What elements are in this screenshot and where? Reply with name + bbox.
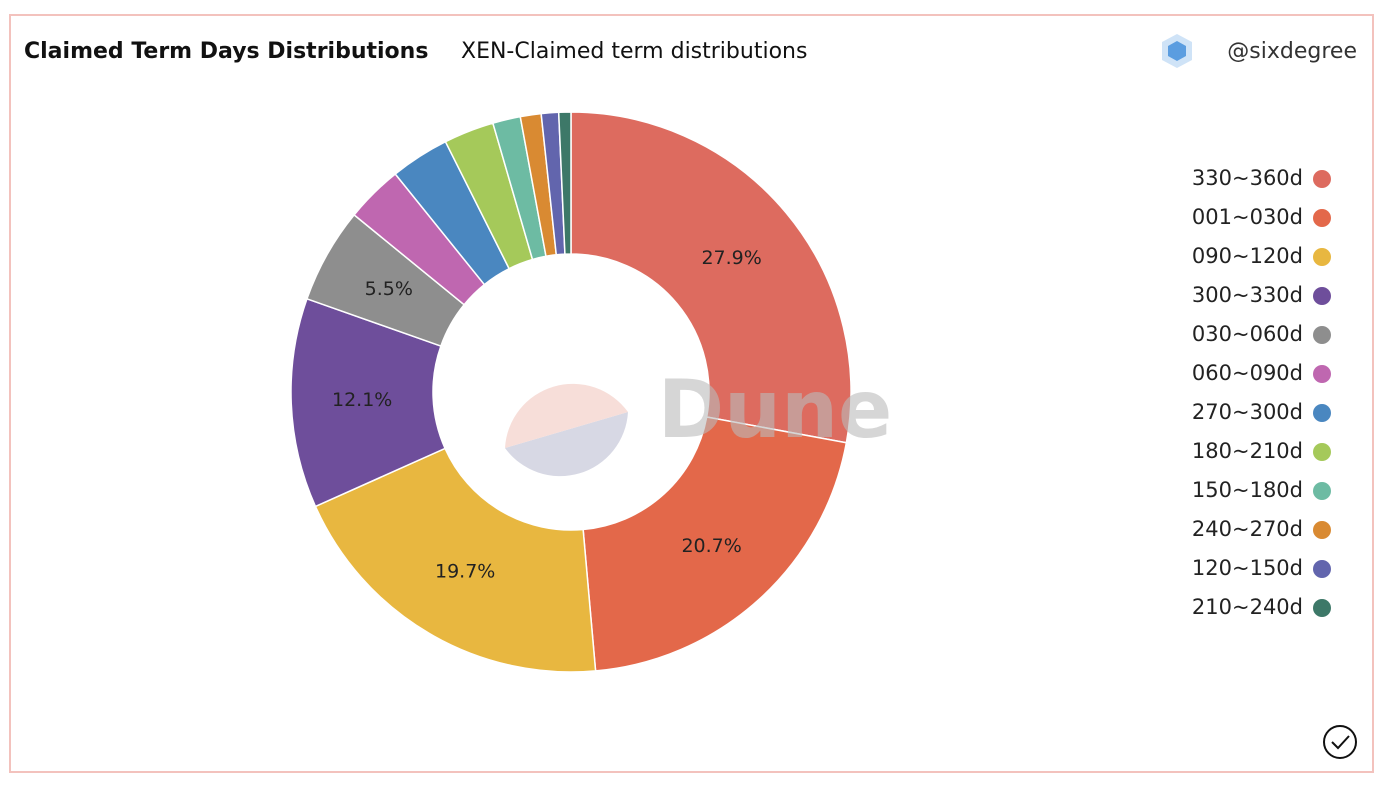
legend-swatch[interactable] (1313, 443, 1331, 461)
chart-title: Claimed Term Days Distributions (24, 39, 428, 64)
check-icon[interactable] (1323, 725, 1357, 759)
value-label: 19.7% (435, 561, 495, 583)
legend-swatch[interactable] (1313, 326, 1331, 344)
legend-swatch[interactable] (1313, 287, 1331, 305)
legend-label[interactable]: 330~360d (1192, 166, 1303, 190)
legend-swatch[interactable] (1313, 170, 1331, 188)
value-label: 27.9% (701, 247, 761, 269)
center-logo (505, 383, 628, 477)
legend-label[interactable]: 240~270d (1192, 517, 1303, 541)
slice[interactable] (290, 297, 447, 508)
legend-label[interactable]: 030~060d (1192, 322, 1303, 346)
legend-label[interactable]: 150~180d (1192, 478, 1303, 502)
slice[interactable] (582, 416, 848, 672)
slice[interactable] (314, 447, 597, 673)
legend-swatch[interactable] (1313, 248, 1331, 266)
legend-label[interactable]: 120~150d (1192, 556, 1303, 580)
value-label: 12.1% (332, 389, 392, 411)
legend-swatch[interactable] (1313, 209, 1331, 227)
legend-label[interactable]: 180~210d (1192, 439, 1303, 463)
legend-label[interactable]: 060~090d (1192, 361, 1303, 385)
value-label: 5.5% (365, 278, 413, 300)
chart-subtitle: XEN-Claimed term distributions (461, 39, 807, 64)
legend-label[interactable]: 090~120d (1192, 244, 1303, 268)
slice[interactable] (557, 111, 572, 255)
legend-label[interactable]: 210~240d (1192, 595, 1303, 619)
frame (9, 14, 1374, 773)
legend-swatch[interactable] (1313, 482, 1331, 500)
author-icon (1162, 34, 1192, 68)
legend-swatch[interactable] (1313, 404, 1331, 422)
slice[interactable] (570, 111, 852, 444)
legend-swatch[interactable] (1313, 599, 1331, 617)
legend-swatch[interactable] (1313, 560, 1331, 578)
legend-label[interactable]: 300~330d (1192, 283, 1303, 307)
legend-label[interactable]: 270~300d (1192, 400, 1303, 424)
legend-swatch[interactable] (1313, 365, 1331, 383)
watermark: Dune (658, 363, 893, 456)
author[interactable]: @sixdegree (1227, 39, 1357, 64)
value-label: 20.7% (681, 535, 741, 557)
legend-label[interactable]: 001~030d (1192, 205, 1303, 229)
legend-swatch[interactable] (1313, 521, 1331, 539)
